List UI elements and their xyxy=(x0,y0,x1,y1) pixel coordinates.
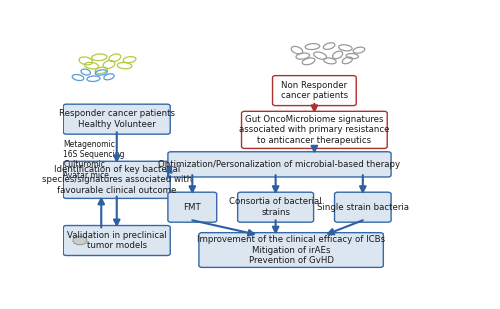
Text: Validation in preclinical
tumor models: Validation in preclinical tumor models xyxy=(67,231,166,250)
Text: Identification of key bacterial
species/signatures associated with
favourable cl: Identification of key bacterial species/… xyxy=(42,165,192,195)
Text: FMT: FMT xyxy=(184,203,201,212)
FancyBboxPatch shape xyxy=(64,226,170,256)
FancyBboxPatch shape xyxy=(238,192,314,222)
FancyBboxPatch shape xyxy=(334,192,391,222)
FancyBboxPatch shape xyxy=(168,152,391,177)
Text: Gut OncoMicrobiome signatures
associated with primary resistance
to anticancer t: Gut OncoMicrobiome signatures associated… xyxy=(239,115,390,145)
Circle shape xyxy=(73,236,87,245)
FancyBboxPatch shape xyxy=(242,111,387,148)
Text: Improvement of the clinical efficacy of ICBs
Mitigation of irAEs
Prevention of G: Improvement of the clinical efficacy of … xyxy=(197,235,385,265)
FancyBboxPatch shape xyxy=(272,76,356,106)
Text: Consortia of bacterial
strains: Consortia of bacterial strains xyxy=(230,197,322,217)
Text: Metagenomic
16S Sequencing
Culturomic
Avatar mice: Metagenomic 16S Sequencing Culturomic Av… xyxy=(64,140,125,180)
Text: Non Responder
cancer patients: Non Responder cancer patients xyxy=(281,81,348,100)
Text: Responder cancer patients
Healthy Volunteer: Responder cancer patients Healthy Volunt… xyxy=(59,109,175,129)
FancyBboxPatch shape xyxy=(64,104,170,134)
Text: Optimization/Personalization of microbial-based therapy: Optimization/Personalization of microbia… xyxy=(158,160,400,169)
FancyBboxPatch shape xyxy=(199,233,384,267)
FancyBboxPatch shape xyxy=(64,161,170,198)
Text: Single strain bacteria: Single strain bacteria xyxy=(317,203,409,212)
FancyBboxPatch shape xyxy=(168,192,216,222)
